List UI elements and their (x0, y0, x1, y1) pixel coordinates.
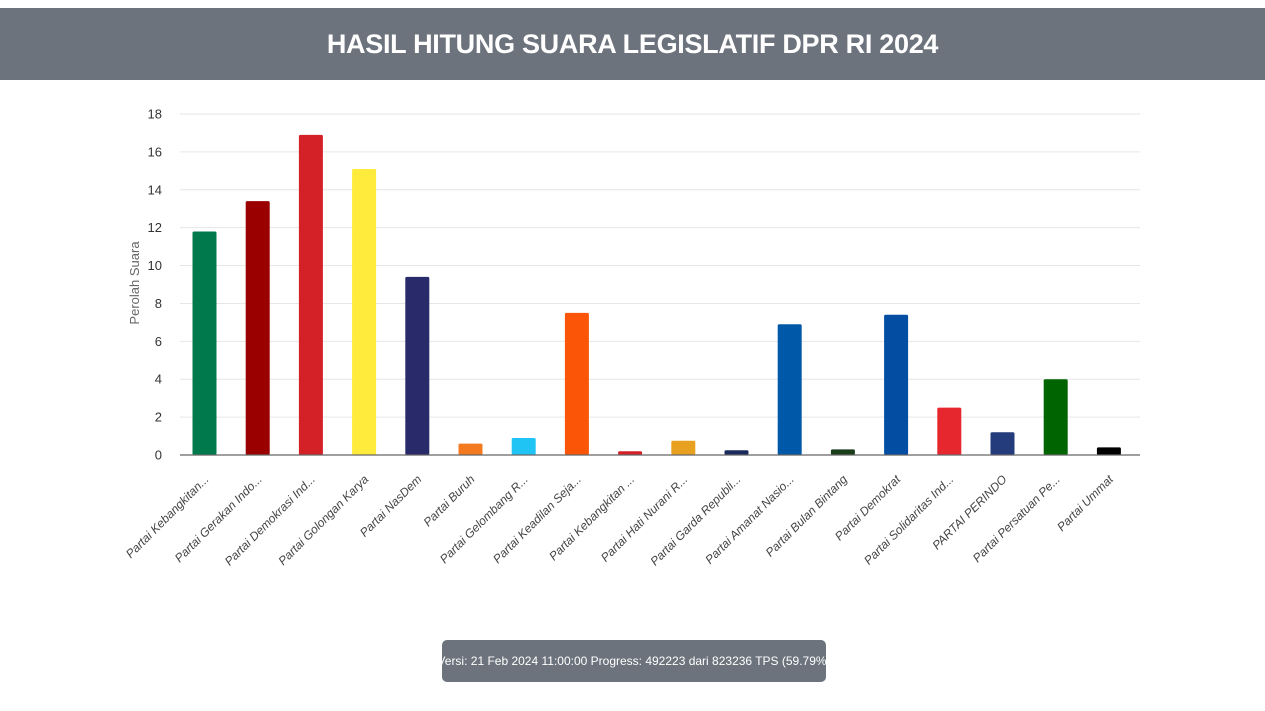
page-title: HASIL HITUNG SUARA LEGISLATIF DPR RI 202… (326, 28, 939, 59)
x-tick-label: Partai Solidaritas Ind... (861, 472, 956, 567)
bar[interactable] (564, 312, 589, 455)
bar[interactable] (618, 451, 643, 455)
y-tick-label: 12 (148, 220, 162, 235)
bar[interactable] (724, 450, 749, 455)
y-tick-label: 8 (155, 296, 162, 311)
x-tick-label: Partai Demokrasi Ind... (222, 472, 318, 568)
version-text: Versi: 21 Feb 2024 11:00:00 Progress: 49… (437, 654, 831, 668)
grid-lines (180, 113, 1140, 418)
x-axis-labels: Partai Kebangkitan...Partai Gerakan Indo… (123, 472, 1117, 569)
bar[interactable] (352, 168, 377, 455)
bar[interactable] (777, 324, 802, 455)
bar-chart: 0 2 4 6 8 10 12 14 16 18 Partai Kebangkitan...Par… (123, 107, 1140, 569)
x-tick-label: Partai Golongan Karya (275, 472, 371, 568)
bar[interactable] (405, 276, 430, 455)
y-tick-label: 14 (148, 182, 162, 197)
x-tick-label: Partai Garda Republi... (647, 472, 743, 568)
y-tick-label: 16 (148, 144, 162, 159)
bar[interactable] (1096, 447, 1121, 455)
x-tick-label: Partai Keadilan Seja... (490, 472, 584, 566)
bar[interactable] (511, 437, 536, 455)
x-tick-label: Partai Hati Nurani R... (598, 472, 690, 564)
bar[interactable] (884, 314, 909, 455)
version-badge: Versi: 21 Feb 2024 11:00:00 Progress: 49… (437, 640, 831, 682)
x-tick-label: Partai Gelombang R... (437, 472, 531, 566)
bar[interactable] (671, 440, 696, 455)
bar[interactable] (990, 432, 1015, 455)
bar[interactable] (192, 231, 217, 455)
y-tick-label: 4 (155, 372, 162, 387)
x-tick-label: Partai Gerakan Indo... (172, 472, 265, 565)
y-axis-ticks: 0 2 4 6 8 10 12 14 16 18 (148, 107, 162, 463)
x-tick-label: Partai Buruh (421, 472, 478, 529)
bars (192, 134, 1121, 456)
x-tick-label: Partai Ummat (1054, 472, 1116, 534)
bar[interactable] (830, 449, 855, 455)
y-tick-label: 6 (155, 334, 162, 349)
y-tick-label: 0 (155, 448, 162, 463)
y-axis-title: Perolah Suara (127, 241, 142, 325)
bar[interactable] (1043, 379, 1068, 455)
x-tick-label: Partai Amanat Nasio... (702, 472, 796, 566)
y-tick-label: 18 (148, 107, 162, 122)
y-tick-label: 10 (148, 258, 162, 273)
bar[interactable] (298, 134, 323, 456)
header-bar: HASIL HITUNG SUARA LEGISLATIF DPR RI 202… (0, 8, 1265, 80)
bar[interactable] (458, 443, 483, 455)
x-tick-label: Partai Persatuan Pe... (970, 472, 1063, 565)
bar[interactable] (245, 201, 270, 455)
y-tick-label: 2 (155, 410, 162, 425)
bar[interactable] (937, 407, 962, 455)
